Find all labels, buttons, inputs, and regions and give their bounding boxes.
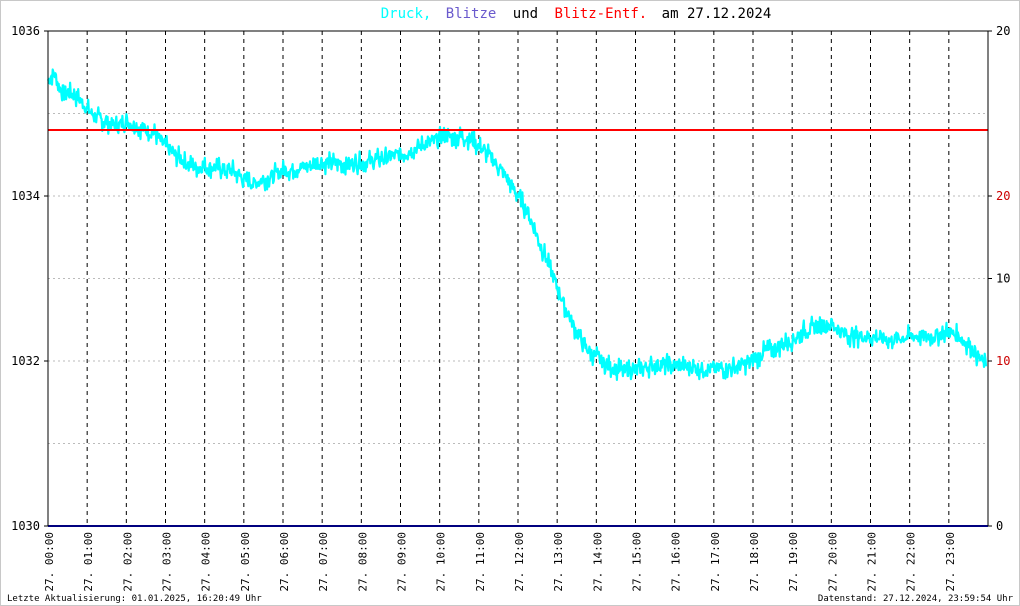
x-tick-label: 27. 12:00: [513, 532, 526, 592]
data-status-label: Datenstand: 27.12.2024, 23:59:54 Uhr: [818, 594, 1014, 604]
x-tick-label: 27. 14:00: [591, 532, 604, 592]
title-part-date: am 27.12.2024: [662, 6, 772, 22]
y-right-tick-label: 20: [996, 24, 1010, 38]
y-left-tick-label: 1032: [11, 354, 40, 368]
x-tick-label: 27. 06:00: [278, 532, 291, 592]
x-tick-label: 27. 20:00: [826, 532, 839, 592]
x-tick-label: 27. 16:00: [670, 532, 683, 592]
x-tick-label: 27. 21:00: [866, 532, 879, 592]
y-right-tick-label: 10: [996, 272, 1010, 286]
x-tick-label: 27. 18:00: [748, 532, 761, 592]
grid: [48, 31, 988, 526]
x-tick-label: 27. 15:00: [631, 532, 644, 592]
x-tick-label: 27. 08:00: [356, 532, 369, 592]
y-left-tick-label: 1036: [11, 24, 40, 38]
title-part-blitze: Blitze: [446, 6, 497, 22]
pressure-line: [46, 68, 988, 381]
chart-title: Druck, Blitze und Blitz-Entf. am 27.12.2…: [381, 6, 772, 22]
x-tick-label: 27. 22:00: [905, 532, 918, 592]
x-tick-label: 27. 04:00: [200, 532, 213, 592]
x-tick-label: 27. 07:00: [317, 532, 330, 592]
x-tick-label: 27. 11:00: [474, 532, 487, 592]
title-part-und: und: [513, 6, 538, 22]
x-tick-label: 27. 17:00: [709, 532, 722, 592]
tick-labels: 1030 1032 1034 1036 20 20 10 10 0 27. 00:00 27. 01…: [11, 24, 1010, 592]
plot-area: [46, 68, 988, 527]
x-tick-label: 27. 19:00: [787, 532, 800, 592]
x-tick-label: 27. 09:00: [396, 532, 409, 592]
y-right-tick-label: 10: [996, 354, 1010, 368]
y-left-tick-label: 1034: [11, 189, 40, 203]
x-tick-label: 27. 02:00: [121, 532, 134, 592]
title-part-blitz-entf: Blitz-Entf.: [555, 6, 648, 22]
y-left-tick-label: 1030: [11, 519, 40, 533]
x-tick-label: 27. 13:00: [552, 532, 565, 592]
x-tick-label: 27. 23:00: [944, 532, 957, 592]
title-part-druck: Druck,: [381, 6, 432, 22]
x-tick-label: 27. 00:00: [43, 532, 56, 592]
x-tick-label: 27. 03:00: [161, 532, 174, 592]
y-right-tick-label: 20: [996, 189, 1010, 203]
axes: [44, 30, 992, 527]
x-tick-label: 27. 10:00: [435, 532, 448, 592]
last-update-label: Letzte Aktualisierung: 01.01.2025, 16:20…: [7, 594, 262, 604]
y-right-tick-label: 0: [996, 519, 1003, 533]
x-tick-label: 27. 05:00: [239, 532, 252, 592]
x-tick-label: 27. 01:00: [82, 532, 95, 592]
